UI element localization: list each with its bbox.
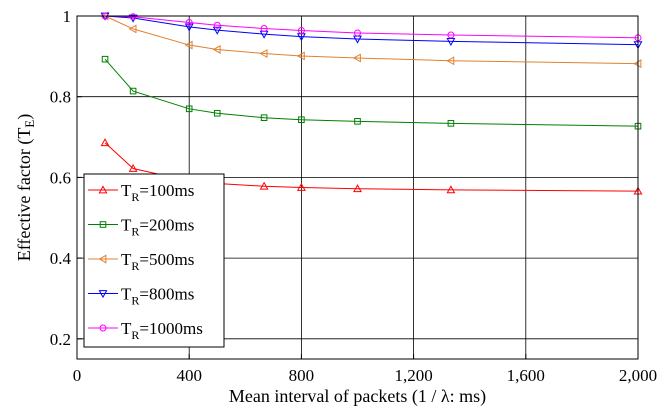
marker-triangle-left (184, 40, 193, 50)
marker-square (447, 120, 455, 127)
marker-triangle-left (98, 254, 107, 264)
marker-circle (447, 31, 455, 39)
legend-label: TR=500ms (121, 250, 194, 273)
marker-circle (213, 21, 221, 29)
marker-circle (129, 13, 137, 21)
marker-triangle-left (259, 49, 268, 58)
legend-label-suffix: =100ms (139, 181, 194, 200)
marker-circle (99, 324, 107, 332)
y-tick-label: 0.2 (50, 330, 71, 349)
x-axis-title: Mean interval of packets (1 / λ: ms) (229, 386, 486, 407)
legend-label-subscript: R (131, 259, 139, 273)
legend-item: TR=100ms (88, 181, 194, 204)
legend-label-prefix: T (121, 216, 132, 235)
marker-triangle-up (353, 184, 362, 193)
legend-label: TR=100ms (121, 181, 194, 204)
marker-triangle-down (212, 26, 222, 35)
legend-label-prefix: T (121, 319, 132, 338)
legend-label-suffix: =1000ms (139, 319, 202, 338)
legend-label-prefix: T (121, 250, 132, 269)
marker-circle (354, 29, 361, 37)
y-axis-title-main: Effective factor (T (14, 128, 35, 262)
marker-triangle-left (352, 53, 361, 63)
legend-label-subscript: R (131, 225, 139, 239)
marker-triangle-up (128, 163, 138, 172)
legend-label-subscript: R (131, 190, 139, 204)
series-line (105, 15, 639, 46)
legend-label-subscript: R (131, 294, 139, 308)
marker-square (354, 118, 361, 125)
y-tick-label: 0.8 (50, 88, 71, 107)
plot-frame (76, 15, 639, 360)
marker-triangle-up (296, 182, 306, 191)
marker-circle (297, 27, 305, 35)
series-line (104, 142, 639, 192)
marker-circle (185, 18, 193, 26)
legend-item: TR=500ms (88, 250, 194, 273)
marker-triangle-left (296, 51, 305, 61)
marker-square (101, 55, 109, 63)
marker-square (129, 87, 137, 95)
legend-label: TR=200ms (121, 216, 194, 239)
marker-square (298, 116, 305, 124)
marker-triangle-down (98, 290, 108, 299)
legend-label-suffix: =500ms (139, 250, 194, 269)
legend-label-suffix: =800ms (139, 285, 194, 304)
marker-circle (260, 25, 268, 33)
x-tick-label: 0 (73, 366, 82, 385)
marker-triangle-down (446, 38, 456, 47)
legend-label-suffix: =200ms (139, 216, 194, 235)
x-tick-label: 400 (176, 366, 202, 385)
x-tick-label: 2,000 (619, 366, 657, 385)
series-line (105, 15, 639, 39)
y-tick-label: 1 (63, 7, 72, 26)
marker-square (260, 114, 268, 121)
series-200ms (101, 55, 642, 130)
x-tick-label: 1,200 (394, 366, 432, 385)
marker-triangle-down (128, 14, 138, 23)
marker-triangle-left (212, 45, 221, 54)
y-axis-title: Effective factor (TE) (14, 114, 37, 262)
x-tick-label: 1,600 (507, 366, 545, 385)
marker-triangle-up (259, 181, 269, 190)
series-line (104, 58, 639, 127)
marker-triangle-up (100, 138, 110, 147)
y-tick-label: 0.6 (50, 168, 71, 187)
marker-triangle-down (184, 23, 194, 32)
legend-item: TR=200ms (88, 216, 194, 239)
x-tick-label: 800 (289, 366, 315, 385)
legend-item: TR=1000ms (88, 319, 203, 342)
legend-label-subscript: R (131, 328, 139, 342)
legend-label-prefix: T (121, 285, 132, 304)
marker-square (185, 105, 193, 113)
legend-box (83, 173, 225, 348)
marker-triangle-left (446, 56, 455, 66)
marker-square (99, 221, 107, 228)
legend-label: TR=1000ms (121, 319, 203, 342)
legend-item: TR=800ms (88, 285, 194, 308)
marker-square (213, 109, 221, 117)
legend: TR=100msTR=200msTR=500msTR=800msTR=1000m… (83, 173, 225, 348)
legend-label-prefix: T (121, 181, 132, 200)
marker-triangle-left (128, 24, 137, 34)
marker-triangle-up (446, 185, 456, 194)
marker-triangle-up (98, 185, 108, 194)
series-layer (100, 11, 643, 195)
y-axis-title-tail: ) (14, 114, 35, 120)
y-axis-title-subscript: E (22, 120, 37, 128)
legend-label: TR=800ms (121, 285, 194, 308)
series-1000ms (101, 12, 642, 42)
series-line (104, 15, 639, 65)
y-tick-label: 0.4 (50, 249, 72, 268)
axes: 0 400 800 1,200 1,600 2,000 0.2 0.4 0.6 0.8 1 (50, 7, 657, 385)
